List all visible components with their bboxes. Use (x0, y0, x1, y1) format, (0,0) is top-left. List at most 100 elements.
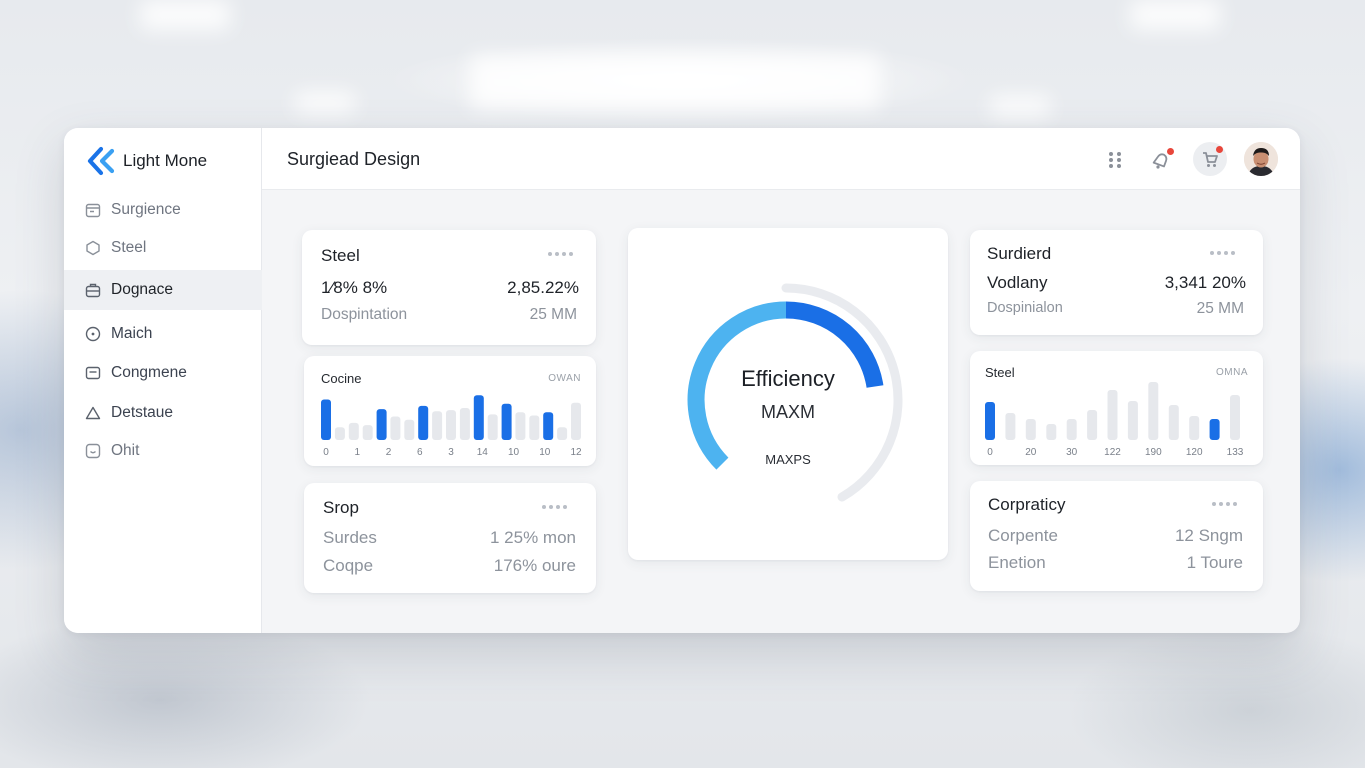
row-value: 1 Toure (1186, 553, 1243, 572)
bar (571, 402, 581, 440)
sidebar-item-label: Detstaue (111, 404, 174, 421)
sidebar-item-congmene[interactable]: Congmene (64, 353, 262, 393)
row-value: 176% oure (493, 556, 576, 575)
more-options-icon[interactable] (548, 252, 573, 256)
bar (1168, 405, 1179, 440)
bar (529, 415, 540, 440)
smile-square-icon (85, 443, 101, 459)
card-surdierd: Surdierd Vodlany 3,341 20% Dospinialon 2… (970, 230, 1263, 335)
bar (1230, 395, 1240, 440)
stat-value-left: 1⁄8% 8% (321, 278, 388, 297)
notification-dot (1167, 148, 1174, 155)
chart-tag: OMNA (1216, 367, 1248, 378)
stat-label-left: Dospintation (321, 306, 408, 323)
bar (1189, 416, 1200, 440)
more-options-icon[interactable] (1212, 502, 1237, 506)
notification-dot (1216, 146, 1223, 153)
ceiling-light-small-right (990, 96, 1050, 118)
app-window: Light Mone Surgience Steel Dognace (64, 128, 1300, 633)
ceiling-light-left (140, 0, 230, 30)
x-tick-label: 2 (386, 447, 392, 458)
x-tick-label: 122 (1104, 447, 1121, 458)
sidebar-item-ohit[interactable]: Ohit (64, 431, 262, 471)
x-tick-label: 30 (1066, 447, 1078, 458)
card-steel-stats: Steel 1⁄8% 8% 2,85.22% Dospintation 25 M… (302, 230, 596, 345)
sidebar-item-label: Ohit (111, 442, 140, 459)
bar (487, 414, 498, 440)
brand-name: Light Mone (123, 151, 208, 170)
card-srop: Srop Surdes 1 25% mon Coqpe 176% oure (304, 483, 596, 593)
bar (348, 422, 359, 440)
cart-icon[interactable] (1193, 142, 1227, 176)
bar (1066, 419, 1077, 440)
sidebar-item-label: Steel (111, 239, 147, 256)
sidebar: Light Mone Surgience Steel Dognace (64, 128, 262, 633)
bar (418, 405, 429, 440)
card-title: Corpraticy (988, 495, 1066, 514)
gauge-arc-light (687, 301, 787, 470)
x-tick-label: 1 (355, 447, 361, 458)
chevron-left-double-icon (86, 146, 116, 176)
bar (432, 411, 443, 440)
x-tick-label: 0 (323, 447, 329, 458)
sidebar-item-surgience[interactable]: Surgience (64, 190, 262, 230)
gauge-arc-dark (785, 301, 884, 389)
row-label: Coqpe (323, 556, 374, 575)
more-options-icon[interactable] (1210, 251, 1235, 255)
sidebar-item-maich[interactable]: Maich (64, 314, 262, 354)
bar (473, 395, 484, 440)
card-efficiency-gauge: Efficiency MAXM MAXPS (628, 228, 948, 560)
gauge-subtitle: MAXM (761, 402, 815, 422)
more-options-icon[interactable] (542, 505, 567, 509)
gauge-title: Efficiency (741, 366, 835, 391)
card-cocine-chart: Cocine OWAN 0 1 2 6 3 14 10 10 12 (304, 356, 596, 466)
sidebar-item-detstaue[interactable]: Detstaue (64, 393, 262, 433)
sidebar-item-label: Congmene (111, 364, 187, 381)
bar (376, 409, 387, 440)
x-tick-label: 20 (1025, 447, 1037, 458)
x-tick-label: 133 (1227, 447, 1244, 458)
ceiling-light-center (470, 55, 880, 110)
bar (362, 425, 373, 440)
row-label: Enetion (988, 553, 1046, 572)
card-title: Surdierd (987, 244, 1052, 263)
row-value: 12 Sngm (1174, 526, 1243, 545)
user-avatar[interactable] (1244, 142, 1278, 176)
message-square-icon (85, 365, 101, 381)
briefcase-icon (85, 282, 101, 298)
x-tick-label: 10 (539, 447, 551, 458)
bar (446, 410, 456, 440)
sidebar-item-label: Dognace (111, 281, 174, 298)
bar (404, 419, 415, 440)
bar (501, 403, 512, 440)
gauge-track (781, 283, 903, 502)
card-corpraticy: Corpraticy Corpente 12 Sngm Enetion 1 To… (970, 481, 1263, 591)
ceiling-light-right (1130, 0, 1220, 30)
chart-title: Cocine (321, 371, 362, 386)
card-steel-chart: Steel OMNA 0 20 30 122 190 120 133 (970, 351, 1263, 465)
row-label: Surdes (323, 528, 377, 547)
bar (985, 402, 995, 440)
bar (1127, 401, 1138, 440)
stat-value-right: 3,341 20% (1164, 273, 1246, 292)
sidebar-item-steel[interactable]: Steel (64, 228, 262, 268)
row-label: Corpente (988, 526, 1058, 545)
sidebar-item-label: Maich (111, 325, 153, 342)
bar (1005, 413, 1016, 440)
apps-grid-icon[interactable] (1100, 145, 1130, 175)
bar-chart-steel: 0 20 30 122 190 120 133 (985, 382, 1244, 458)
x-tick-label: 6 (417, 447, 423, 458)
stat-value-left: Vodlany (987, 273, 1048, 292)
brand[interactable]: Light Mone (86, 146, 207, 176)
bar (557, 427, 568, 440)
ceiling-light-small-left (295, 92, 355, 114)
x-tick-label: 12 (570, 447, 582, 458)
sidebar-item-dognace[interactable]: Dognace (64, 270, 262, 310)
bar (390, 416, 401, 440)
stat-label-right: 25 MM (529, 306, 577, 323)
bar (1107, 390, 1118, 440)
x-tick-label: 3 (448, 447, 454, 458)
card-title: Srop (323, 498, 359, 517)
row-value: 1 25% mon (490, 528, 576, 547)
bell-icon[interactable] (1146, 145, 1176, 175)
